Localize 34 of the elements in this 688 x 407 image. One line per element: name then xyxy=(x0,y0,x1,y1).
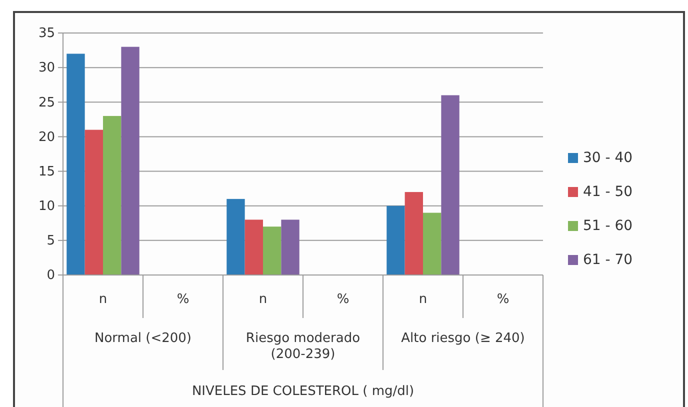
text: NIVELES DE COLESTEROL ( mg/dl) xyxy=(192,384,414,399)
legend-label: 51 - 60 xyxy=(583,218,633,234)
text: Alto riesgo (≥ 240) xyxy=(401,331,525,346)
y-tick-label: 15 xyxy=(38,164,55,180)
x-tick-label: n xyxy=(418,292,428,307)
y-tick-label: 20 xyxy=(38,130,55,145)
bar xyxy=(226,198,245,275)
y-tick-label: 25 xyxy=(38,95,55,110)
x-tick-label: n xyxy=(98,292,108,307)
text: Riesgo moderado (200-239) xyxy=(246,331,360,362)
bar xyxy=(66,54,85,275)
x-tick-label: % xyxy=(176,292,190,307)
bar xyxy=(244,220,263,275)
x-tick-label: n xyxy=(258,292,268,307)
text: Normal (<200) xyxy=(94,331,192,346)
legend-label: 41 - 50 xyxy=(583,184,633,200)
bar xyxy=(441,95,460,275)
y-tick-label: 30 xyxy=(38,60,55,76)
y-tick-label: 0 xyxy=(46,268,55,284)
bar xyxy=(103,116,122,275)
bar xyxy=(263,226,282,275)
bar xyxy=(423,212,442,275)
legend-label: 61 - 70 xyxy=(583,252,633,268)
x-tick-label: % xyxy=(336,292,350,307)
y-tick-label: 10 xyxy=(38,199,55,214)
bar xyxy=(404,192,423,275)
bar xyxy=(84,130,103,275)
x-tick-label: % xyxy=(496,292,510,307)
legend-label: 30 - 40 xyxy=(583,150,633,166)
y-tick-label: 5 xyxy=(46,234,55,249)
bar xyxy=(121,46,140,275)
y-tick-label: 35 xyxy=(38,26,55,42)
bar xyxy=(386,206,405,275)
bar xyxy=(281,220,300,275)
